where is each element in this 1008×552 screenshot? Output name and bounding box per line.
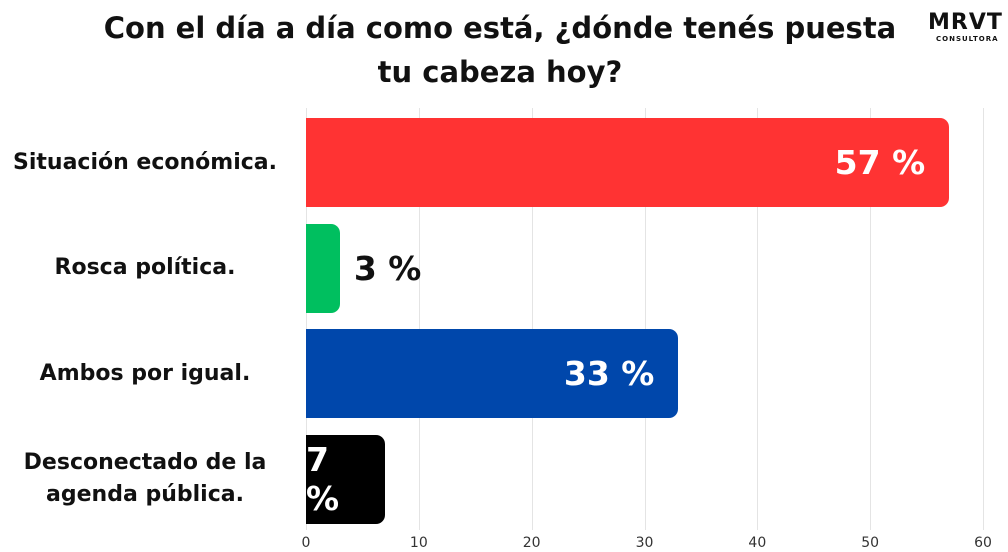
x-tick-label: 50 [861, 535, 880, 551]
value-label: 3 % [353, 248, 422, 288]
category-label: Rosca política. [54, 255, 236, 281]
value-label: 57 % [834, 143, 926, 183]
bar [306, 329, 679, 419]
grid-line [757, 108, 759, 530]
category-label: Situación económica. [13, 149, 277, 175]
grid-line [870, 108, 872, 530]
category-label: Desconectado de la agenda pública. [23, 450, 267, 508]
x-tick-label: 10 [409, 535, 428, 551]
bar [306, 118, 950, 208]
category-label: Ambos por igual. [39, 360, 251, 386]
logo-subtitle: CONSULTORA [936, 35, 999, 43]
logo: MRVT [928, 10, 1003, 35]
grid-line [306, 108, 307, 530]
chart-title: Con el día a día como está, ¿dónde tenés… [103, 11, 897, 89]
x-tick-label: 30 [635, 535, 654, 551]
x-tick-label: 40 [748, 535, 767, 551]
grid-line [418, 108, 420, 530]
x-tick-label: 20 [522, 535, 541, 551]
grid-line [983, 108, 984, 530]
value-label: 33 % [563, 354, 655, 394]
grid-line [531, 108, 533, 530]
x-tick-label: 60 [974, 535, 992, 551]
x-tick-label: 0 [301, 535, 311, 551]
bar [306, 434, 385, 524]
value-label: 7 % [306, 440, 340, 519]
bar [306, 223, 340, 313]
grid-line [644, 108, 646, 530]
